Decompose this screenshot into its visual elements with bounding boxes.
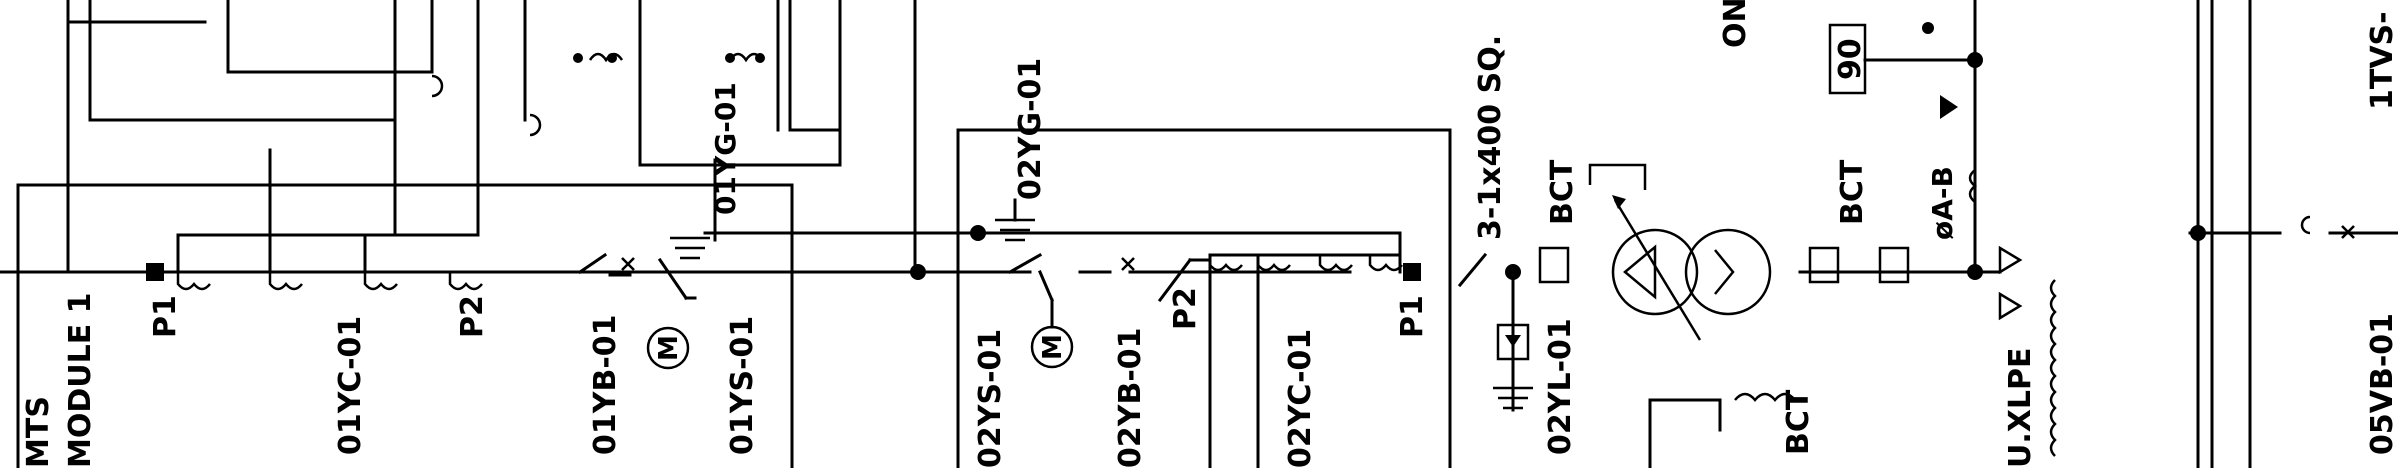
rel-flag (1588, 163, 1647, 190)
ground-symbol (670, 236, 710, 260)
bct-box-3a (1808, 246, 1840, 284)
junction-dot (1967, 52, 1983, 68)
phase-ab-label: øA-B (1926, 166, 1959, 240)
relay-90-label: 90 (1833, 38, 1868, 80)
cable-slash (1457, 252, 1488, 288)
ds-02ys-label: 02YS-01 (973, 329, 1008, 468)
bct-box-3b (1878, 246, 1910, 284)
module-label-line1: MTS (21, 396, 56, 468)
ds-01ys-label: 01YS-01 (725, 316, 760, 455)
terminal-p1-right (1403, 263, 1421, 281)
bct-2-label: BCT (1781, 389, 1816, 455)
brk-01yb-label: 01YB-01 (588, 314, 623, 455)
gnd-01yg-label: 01YG-01 (709, 82, 742, 215)
motor-m-2: M (1038, 334, 1068, 360)
ds-02ys-blade-2 (1038, 270, 1054, 302)
xlpe-label: U.XLPE (2003, 348, 2038, 468)
vb-label: 05VB-01 (2365, 313, 2398, 455)
module-label-line2: MODULE 1 (63, 292, 98, 468)
breaker-02yb (1078, 257, 1212, 303)
tvs-label: 1TVS- (2365, 11, 2398, 110)
on-label: ON (1718, 0, 1753, 48)
p2-right-label: P2 (1168, 287, 1203, 330)
ground-symbol-la (1493, 386, 1533, 410)
ct-coils-left (176, 272, 483, 291)
coil-symbol (588, 52, 624, 63)
p1-left-label: P1 (148, 295, 183, 338)
pt-symbol (1998, 245, 2023, 321)
cable-label: 3-1x400 SQ. (1473, 35, 1508, 240)
bct-3-label: BCT (1835, 159, 1870, 225)
transformer (1611, 195, 1772, 341)
junction-dot (1922, 22, 1934, 34)
crossover-arc (431, 74, 444, 98)
triangle-marker (1940, 95, 1958, 119)
junction-dot (607, 53, 617, 63)
la-02yl-label: 02YL-01 (1543, 318, 1578, 455)
junction-dot (910, 264, 926, 280)
ct-coils-right (1208, 255, 1403, 272)
ct-02yc-label: 02YC-01 (1283, 329, 1318, 468)
crossover-arc (529, 113, 542, 137)
p2-left-label: P2 (455, 295, 490, 338)
motor-m-1: M (654, 335, 684, 361)
right-x (2341, 225, 2355, 239)
arrester-arrow (1505, 335, 1521, 347)
lightning-arrester (1496, 323, 1530, 361)
coil-chain (1734, 392, 1796, 402)
terminal-p1-left (146, 263, 164, 281)
motor-symbol-1 (646, 326, 690, 370)
ds-02ys-blade (1007, 252, 1043, 275)
junction-dot (1967, 264, 1983, 280)
junction-dot (755, 53, 765, 63)
bct-box-1 (1538, 246, 1570, 284)
bct-1-label: BCT (1545, 159, 1580, 225)
gnd-02yg-label: 02YG-01 (1013, 58, 1048, 200)
ct-01yc-label: 01YC-01 (333, 316, 368, 455)
junction-dot (573, 53, 583, 63)
breaker-01yb (577, 252, 697, 301)
ground-symbol-02 (995, 218, 1035, 242)
brk-02yb-label: 02YB-01 (1113, 327, 1148, 468)
p1-right-label: P1 (1395, 295, 1430, 338)
right-coil (2300, 215, 2311, 235)
coil-ab (1968, 169, 1977, 203)
junction-dot (725, 53, 735, 63)
wavy-cable (2049, 279, 2057, 457)
junction-dot (2190, 225, 2206, 241)
